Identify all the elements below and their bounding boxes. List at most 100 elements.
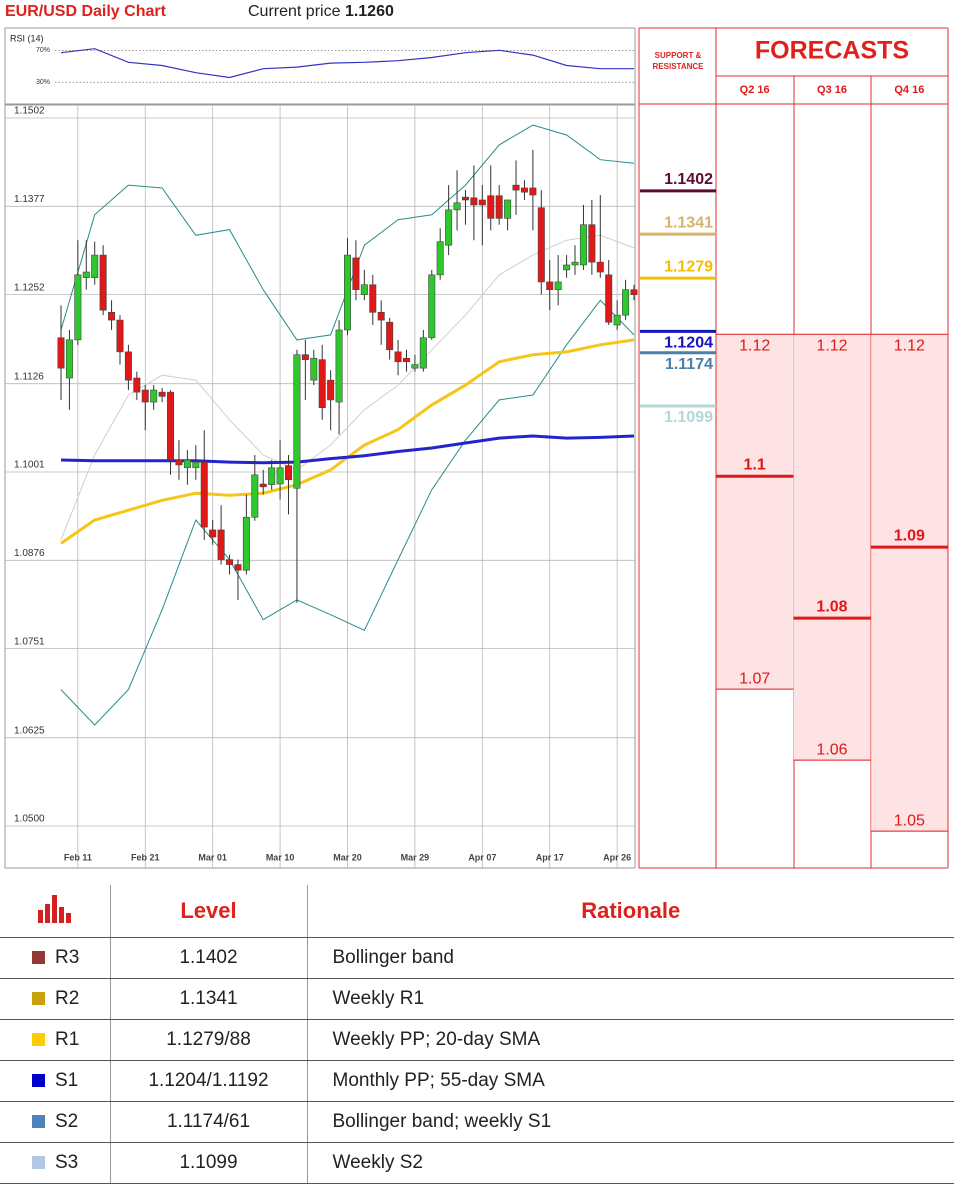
x-tick-label: Mar 10 (266, 852, 295, 862)
candle-body (394, 351, 402, 363)
candle-body (285, 465, 293, 481)
candle-body (150, 389, 158, 403)
candle-body (461, 196, 469, 201)
candle-body (57, 337, 65, 369)
candle-body (335, 329, 343, 403)
candle-body (537, 207, 545, 283)
quarter-label: Q4 16 (894, 84, 924, 96)
current-price-label: Current price (248, 3, 341, 20)
candle-body (588, 224, 596, 263)
rsi-line (60, 48, 634, 79)
rsi-title: RSI (14) (10, 33, 44, 43)
bar-icon (37, 895, 71, 923)
sr-level-label: 1.1099 (664, 409, 713, 426)
icon-bar (65, 913, 71, 923)
candle-body (605, 274, 613, 323)
table-row: S1 1.1204/1.1192 Monthly PP; 55-day SMA (0, 1060, 954, 1102)
level-name-cell: R2 (0, 978, 111, 1020)
quarter-label: Q3 16 (817, 84, 847, 96)
x-tick-label: Mar 29 (401, 852, 430, 862)
sr-level-label: 1.1279 (664, 258, 713, 275)
candle-body (520, 187, 528, 193)
level-value: 1.1099 (110, 1142, 308, 1184)
candle-body (402, 357, 410, 363)
level-value: 1.1341 (110, 978, 308, 1020)
candle-body (445, 209, 453, 246)
candle-body (495, 195, 503, 219)
candle-body (360, 284, 368, 295)
forecast-high-label: 1.12 (816, 337, 847, 354)
level-name-cell: S3 (0, 1142, 111, 1184)
candle-body (209, 529, 217, 538)
current-price-value: 1.1260 (345, 3, 394, 20)
candle-body (116, 319, 124, 353)
candle-body (436, 241, 444, 276)
level-value: 1.1204/1.1192 (110, 1060, 308, 1102)
candle-body (192, 461, 200, 469)
candle-body (217, 529, 225, 560)
candle-body (65, 339, 73, 379)
level-value: 1.1402 (110, 937, 308, 979)
y-tick-label: 1.0625 (14, 725, 45, 736)
candle-body (487, 195, 495, 219)
x-tick-label: Mar 20 (333, 852, 362, 862)
icon-bar (51, 895, 57, 923)
level-name: R1 (55, 1029, 80, 1050)
forecast-range (716, 334, 793, 690)
table-body: R3 1.1402 Bollinger band R2 1.1341 Weekly R1 R… (0, 937, 954, 1184)
forecast-title: FORECASTS (755, 37, 909, 65)
candle-body (259, 483, 267, 488)
candle-body (377, 312, 385, 321)
chart-area: EUR/USD Daily Chart Current price 1.1260… (4, 3, 949, 869)
candle-body (251, 474, 259, 518)
level-name: S2 (55, 1111, 79, 1132)
level-name: S1 (55, 1070, 79, 1091)
candle-body (369, 284, 377, 313)
rsi-panel (4, 27, 636, 105)
sr-level-label: 1.1174 (665, 356, 713, 373)
candle-body (74, 274, 82, 341)
candle-body (234, 564, 242, 571)
level-name-cell: S2 (0, 1101, 111, 1143)
candle-body (630, 289, 638, 295)
sr-level-label: 1.1402 (664, 171, 713, 188)
indicator-line (60, 434, 635, 465)
candle-body (242, 516, 250, 571)
level-rationale: Monthly PP; 55-day SMA (307, 1060, 954, 1102)
candle-body (352, 257, 360, 291)
level-value: 1.1279/88 (110, 1019, 308, 1061)
candle-body (571, 261, 579, 266)
level-swatch (32, 951, 45, 964)
icon-bar (58, 907, 64, 923)
candle-body (596, 261, 604, 273)
level-name-cell: R3 (0, 937, 111, 979)
level-name: S3 (55, 1152, 79, 1173)
header-level: Level (110, 885, 308, 938)
level-value: 1.1174/61 (110, 1101, 308, 1143)
table-row: R2 1.1341 Weekly R1 (0, 978, 954, 1020)
level-rationale: Weekly R1 (307, 978, 954, 1020)
table-header-row: Level Rationale (0, 885, 954, 938)
level-swatch (32, 1074, 45, 1087)
forecast-low-label: 1.07 (739, 670, 770, 687)
chart-title: EUR/USD Daily Chart (5, 3, 167, 20)
candle-body (108, 312, 116, 321)
forecast-frame (638, 27, 949, 869)
levels-table: Level Rationale R3 1.1402 Bollinger band R2… (0, 885, 954, 1184)
y-tick-label: 30% (36, 79, 50, 86)
level-rationale: Weekly S2 (307, 1142, 954, 1184)
candle-body (82, 271, 90, 278)
candle-body (226, 559, 234, 565)
y-tick-label: 1.0500 (14, 814, 45, 825)
candle-body (158, 391, 166, 397)
y-tick-label: 1.1001 (14, 460, 45, 471)
level-rationale: Bollinger band (307, 937, 954, 979)
candle-body (301, 354, 309, 360)
candle-body (512, 184, 520, 191)
candle-body (175, 459, 183, 466)
candle-body (478, 199, 486, 206)
x-tick-label: Apr 17 (536, 852, 564, 862)
icon-bar (37, 910, 43, 923)
header-rationale: Rationale (307, 885, 954, 938)
